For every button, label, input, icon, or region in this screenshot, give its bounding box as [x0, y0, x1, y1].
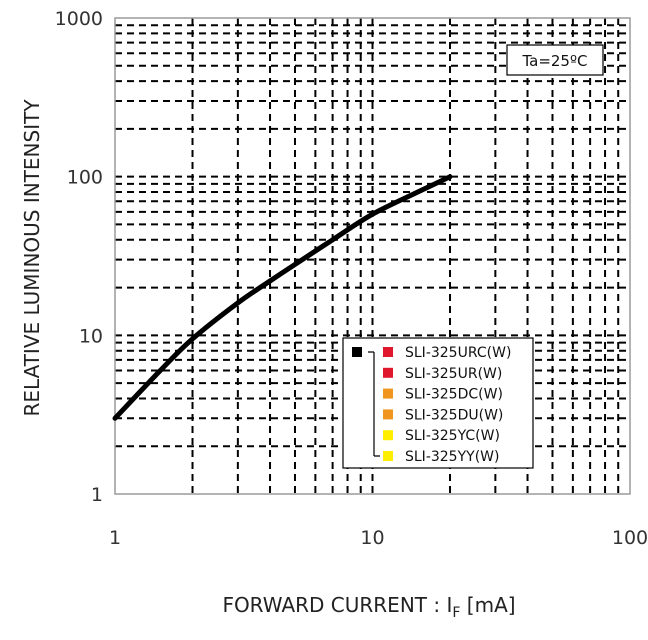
series-line	[112, 174, 453, 421]
legend-label: SLI-325DC(W)	[405, 387, 503, 403]
legend-swatch	[383, 388, 393, 399]
legend-curve-marker	[352, 347, 362, 357]
legend-swatch	[383, 367, 393, 378]
legend-swatch	[383, 347, 393, 357]
legend: SLI-325URC(W) SLI-325UR(W) SLI-325DC(W) SLI…	[342, 337, 534, 469]
x-tick-label: 1	[109, 527, 121, 549]
legend-entries: SLI-325URC(W) SLI-325UR(W) SLI-325DC(W) SLI…	[383, 345, 511, 465]
y-tick-label: 1	[91, 484, 103, 506]
legend-label: SLI-325YC(W)	[405, 428, 500, 444]
x-axis-title-unit: [mA]	[460, 593, 515, 617]
plot-frame	[114, 17, 631, 495]
y-tick-label: 1000	[55, 8, 103, 30]
y-tick-label: 10	[79, 325, 103, 347]
legend-swatch	[383, 409, 393, 420]
legend-label: SLI-325YY(W)	[405, 449, 499, 465]
x-axis-title: FORWARD CURRENT : IF [mA]	[222, 593, 515, 621]
x-axis-title-subscript: F	[452, 605, 460, 621]
legend-swatch	[383, 451, 393, 461]
legend-label: SLI-325UR(W)	[405, 366, 502, 382]
x-tick-label: 100	[612, 527, 648, 549]
x-tick-label: 10	[360, 527, 384, 549]
legend-bracket	[368, 351, 380, 457]
legend-label: SLI-325DU(W)	[405, 407, 503, 423]
legend-label: SLI-325URC(W)	[405, 345, 511, 361]
x-axis-title-main: FORWARD CURRENT : I	[222, 593, 452, 617]
legend-box	[342, 337, 534, 469]
y-axis-title: RELATIVE LUMINOUS INTENSITY	[20, 99, 44, 417]
y-tick-label: 100	[67, 167, 103, 189]
legend-swatch	[383, 430, 393, 441]
tick-labels: 1 10 100 1 10 100 1000	[55, 8, 648, 549]
temperature-annotation: Ta=25ºC	[506, 44, 604, 76]
series-layer	[112, 174, 453, 421]
annotation-text: Ta=25ºC	[521, 52, 587, 70]
